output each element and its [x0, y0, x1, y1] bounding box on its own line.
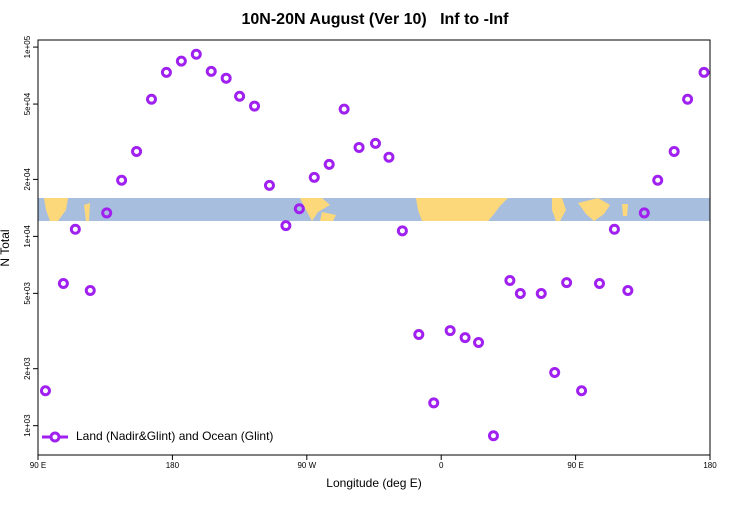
point [428, 397, 440, 409]
land [300, 198, 330, 221]
x-tick-label: 0 [439, 461, 444, 470]
y-tick-label: 5e+04 [23, 92, 32, 115]
point [444, 325, 456, 337]
point [561, 277, 573, 289]
point [263, 179, 275, 191]
point [514, 288, 526, 300]
land [44, 198, 68, 221]
point [608, 223, 620, 235]
point [293, 203, 305, 215]
point [39, 385, 51, 397]
point [175, 55, 187, 67]
point [308, 171, 320, 183]
point [131, 145, 143, 157]
land [84, 203, 90, 221]
point [413, 329, 425, 341]
land [552, 198, 566, 221]
point [369, 137, 381, 149]
land [320, 212, 336, 221]
point [638, 207, 650, 219]
x-tick-label: 90 E [30, 461, 46, 470]
point [487, 430, 499, 442]
legend-label: Land (Nadir&Glint) and Ocean (Glint) [76, 429, 273, 443]
point [338, 103, 350, 115]
ocean [38, 198, 710, 221]
point [682, 93, 694, 105]
point [234, 90, 246, 102]
point [57, 277, 69, 289]
map-strip [38, 198, 710, 221]
y-tick-label: 1e+04 [23, 225, 32, 248]
point [459, 332, 471, 344]
y-tick-label: 1e+03 [23, 414, 32, 437]
chart-title: 10N-20N August (Ver 10) Inf to -Inf [242, 11, 510, 28]
point [652, 174, 664, 186]
plot-frame [37, 39, 711, 456]
point [396, 225, 408, 237]
y-tick-label: 1e+05 [23, 35, 32, 58]
x-tick-label: 180 [703, 461, 717, 470]
point [249, 100, 261, 112]
x-axis-label: Longitude (deg E) [326, 476, 421, 490]
point [473, 337, 485, 349]
point [698, 66, 710, 78]
point [668, 145, 680, 157]
point [622, 284, 634, 296]
legend-marker [49, 431, 61, 443]
x-tick-label: 180 [166, 461, 180, 470]
point [205, 65, 217, 77]
point [383, 151, 395, 163]
x-tick-label: 90 E [567, 461, 583, 470]
point [69, 223, 81, 235]
y-tick-label: 2e+04 [23, 168, 32, 191]
y-tick-label: 5e+03 [23, 282, 32, 305]
point [593, 277, 605, 289]
point [160, 66, 172, 78]
point [84, 284, 96, 296]
point [220, 72, 232, 84]
point [145, 93, 157, 105]
point [535, 288, 547, 300]
y-axis-label: N Total [0, 229, 12, 266]
point [190, 48, 202, 60]
point [576, 385, 588, 397]
y-tick-label: 2e+03 [23, 357, 32, 380]
point [280, 220, 292, 232]
point [353, 141, 365, 153]
point [504, 274, 516, 286]
land [416, 198, 508, 221]
land [578, 198, 610, 221]
point [549, 366, 561, 378]
x-tick-label: 90 W [297, 461, 316, 470]
land [622, 204, 628, 216]
point [323, 158, 335, 170]
point [101, 207, 113, 219]
point [116, 174, 128, 186]
